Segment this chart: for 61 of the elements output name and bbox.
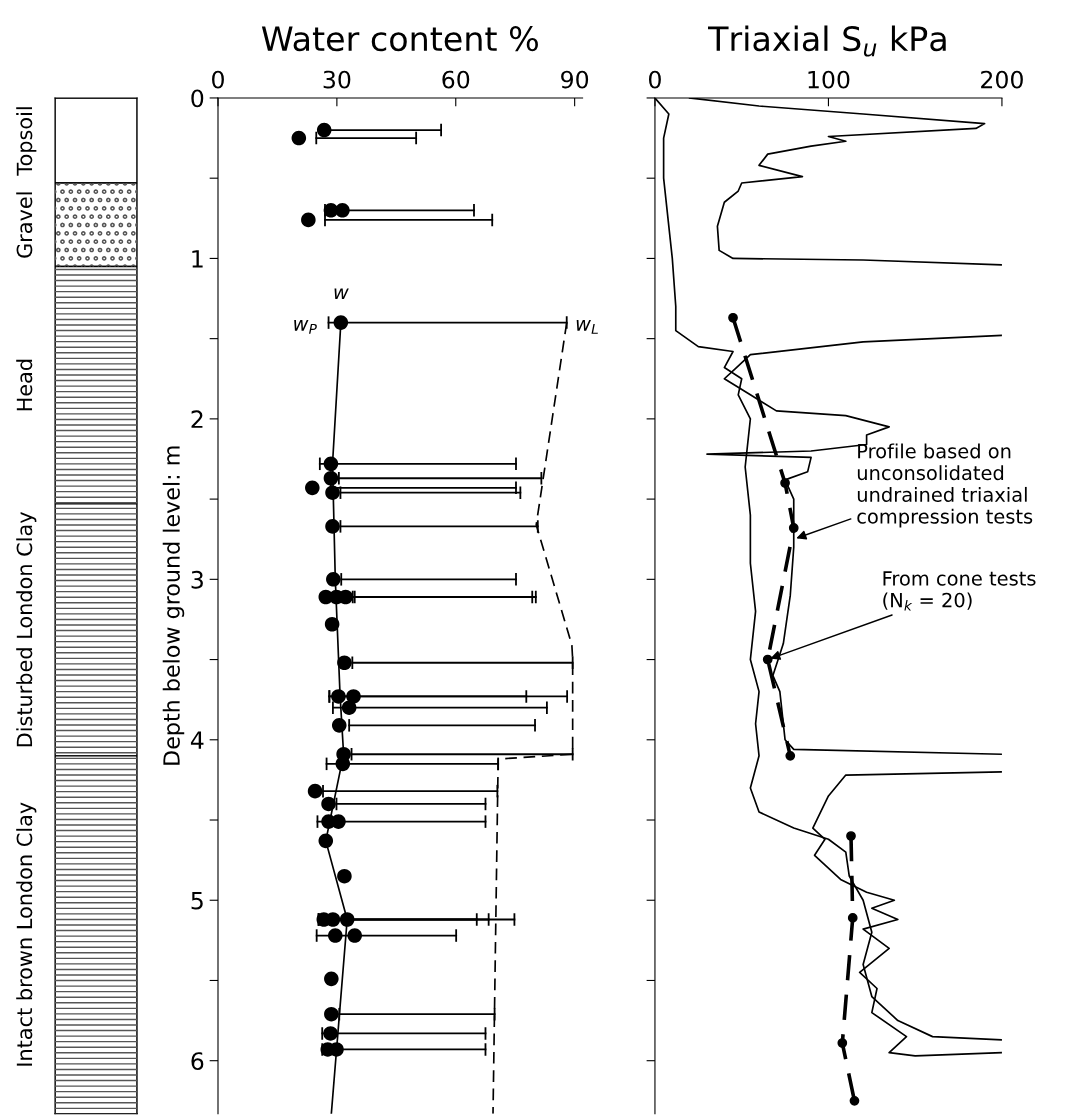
point (780, 478, 790, 488)
point (331, 814, 346, 829)
annotation: Profile based on unconsolidated undrained triaxial compression tests (857, 443, 1033, 528)
text: Disturbed London Clay (16, 512, 37, 747)
point (321, 796, 336, 812)
point (324, 616, 340, 632)
y-tick-label: 1 (192, 250, 203, 268)
chart-title: Triaxial S$_{u}$ kPa (708, 25, 946, 57)
point (338, 589, 353, 605)
point (849, 1095, 860, 1106)
point (347, 928, 362, 943)
y-tick-label: 0 (191, 89, 204, 108)
text: Topsoil (16, 107, 37, 176)
x-tick-label: 60 (442, 70, 470, 89)
point (331, 718, 347, 733)
point (728, 312, 738, 323)
x-tick-label: 30 (323, 70, 351, 89)
point (335, 203, 350, 218)
point (323, 456, 339, 472)
point (788, 523, 799, 533)
point (337, 655, 352, 671)
point (326, 572, 341, 587)
point (335, 756, 351, 772)
annotation: w (334, 288, 349, 300)
x-tick-label: 200 (981, 70, 1023, 89)
text: Intact brown London Clay (16, 802, 37, 1066)
point (324, 1006, 339, 1022)
point (325, 519, 340, 534)
point (341, 700, 357, 715)
x-tick-label: 90 (561, 70, 589, 89)
annotation: From cone tests (N$_{k}$ = 20) (883, 571, 1036, 611)
text: Gravel (16, 192, 33, 258)
chart-title: Water content % (261, 26, 538, 52)
y-tick-label: 6 (191, 1052, 204, 1070)
x-tick-label: 0 (649, 70, 661, 89)
y-tick-label: 5 (191, 892, 203, 910)
point (318, 833, 334, 849)
y-tick-label: 2 (191, 410, 203, 428)
point (328, 928, 343, 943)
point (307, 783, 323, 799)
annotation: w$_{P}$ (294, 320, 317, 334)
y-axis-title: Depth below ground level: m (162, 446, 185, 765)
point (785, 750, 796, 761)
point (846, 831, 856, 841)
point (337, 868, 352, 884)
x-tick-label: 0 (212, 70, 224, 89)
text: Head (16, 359, 33, 411)
point (762, 654, 773, 665)
x-tick-label: 100 (808, 70, 850, 89)
annotation: w$_{L}$ (576, 320, 598, 334)
point (305, 480, 320, 496)
point (847, 913, 858, 923)
point (324, 971, 339, 987)
y-tick-label: 3 (191, 570, 203, 589)
point (339, 912, 355, 927)
point (837, 1038, 848, 1048)
y-tick-label: 4 (190, 731, 204, 749)
point (301, 212, 316, 228)
point (291, 130, 307, 146)
point (316, 122, 332, 138)
point (333, 315, 349, 330)
